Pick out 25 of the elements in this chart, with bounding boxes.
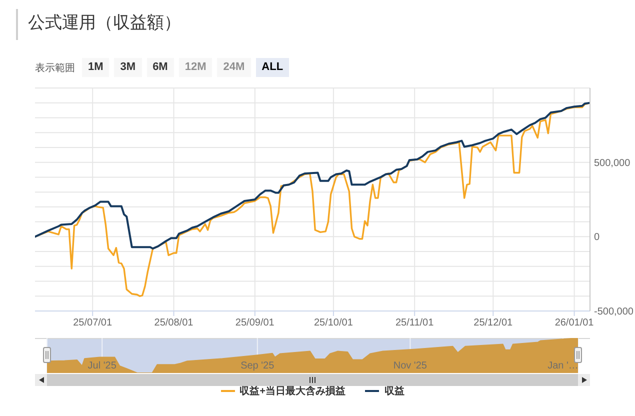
x-tick-label: Jul '25 [88, 360, 117, 372]
x-tick-label: Jan '… [548, 360, 578, 372]
legend-label: 収益 [384, 386, 404, 397]
range-button: 24M [217, 58, 251, 77]
line-series [35, 102, 590, 250]
y-tick-label: 500,000 [594, 158, 631, 169]
text: 表示範囲 [35, 62, 75, 74]
x-tick-label: Sep '25 [240, 360, 275, 372]
range-button: ALL [256, 58, 290, 77]
x-tick-label: 25/09/01 [235, 318, 275, 328]
range-button: 1M [82, 58, 110, 77]
range-button: 6M [146, 58, 174, 77]
range-button: 12M [178, 58, 212, 77]
x-tick-label: 26/01/01 [554, 318, 594, 328]
x-tick-label: 25/08/01 [154, 318, 194, 328]
range-button: 3M [114, 58, 142, 77]
chart-title: 公式運用（収益額） [28, 13, 181, 32]
x-tick-label: Nov '25 [393, 360, 428, 372]
x-tick-label: 25/10/01 [314, 318, 354, 328]
y-tick-label: -500,000 [594, 306, 634, 318]
x-tick-label: 25/12/01 [474, 318, 514, 328]
x-tick-label: 25/11/01 [396, 318, 434, 328]
x-tick-label: 25/07/01 [73, 318, 112, 328]
legend-label: 収益+当日最大含み損益 [240, 386, 346, 397]
y-tick-label: 0 [594, 232, 600, 244]
